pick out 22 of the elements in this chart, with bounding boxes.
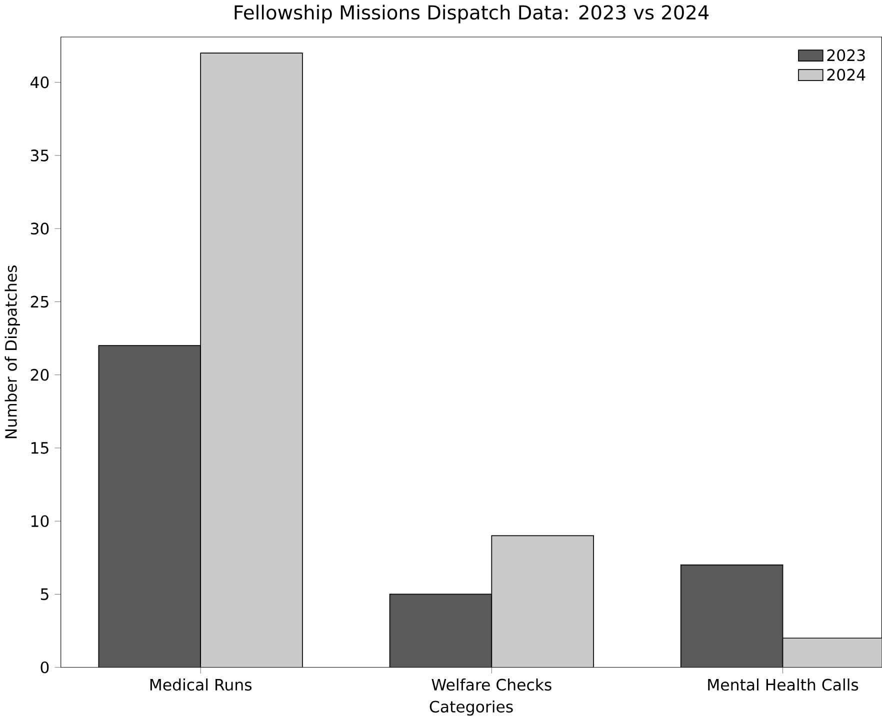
y-tick-label: 5 (40, 588, 48, 600)
y-tick-label: 30 (30, 222, 49, 234)
x-tick-label: Mental Health Calls (708, 678, 858, 690)
chart-title: Fellowship Missions Dispatch Data: 2023 vs 2024 (234, 4, 709, 24)
legend-label: 2024 (827, 68, 866, 80)
y-tick-label: 35 (30, 149, 48, 162)
bar (491, 535, 594, 668)
x-tick-label: Medical Runs (150, 678, 252, 690)
legend-label: 2023 (827, 49, 865, 61)
x-tick-label: Welfare Checks (432, 678, 552, 690)
y-tick-label: 10 (31, 515, 49, 527)
bar (389, 594, 492, 668)
y-axis-title: Number of Dispatches (4, 265, 20, 438)
y-tick-label: 20 (30, 368, 49, 381)
bar (680, 564, 784, 668)
bar (200, 52, 303, 668)
bar (98, 344, 202, 668)
y-tick-label: 15 (31, 442, 48, 454)
x-axis-title: Categories (430, 700, 513, 716)
y-tick-label: 25 (30, 296, 48, 308)
y-tick-label: 0 (40, 661, 49, 674)
y-tick-label: 40 (30, 76, 49, 88)
